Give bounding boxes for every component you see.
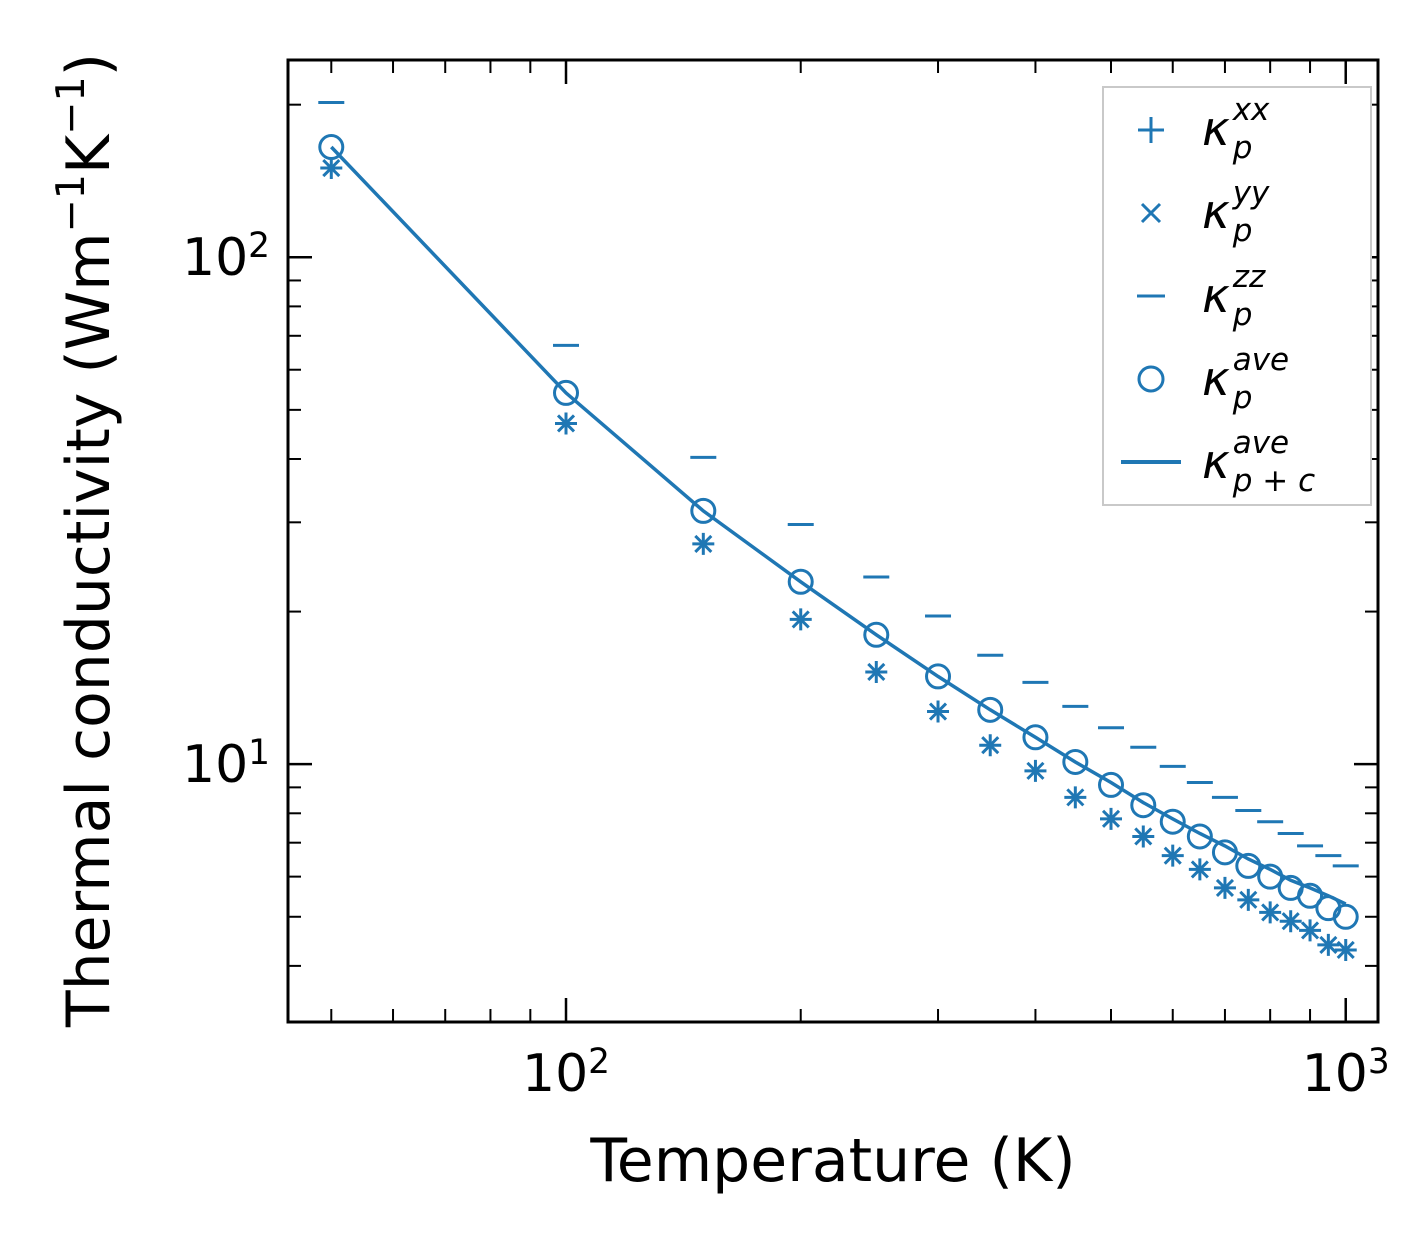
kappa-symbol: κ <box>1202 434 1230 490</box>
x-marker-icon <box>1140 202 1162 223</box>
supsub: ave p <box>1232 341 1290 416</box>
supsub: yy p <box>1233 178 1270 247</box>
legend-label-kappa_p_xx: κ xx p <box>1202 95 1269 164</box>
supsub: zz p <box>1232 258 1266 333</box>
subscript: p <box>1232 379 1253 416</box>
legend-label-kappa_p_plus_c_ave: κ ave p + c <box>1202 424 1316 499</box>
plot-border <box>286 58 1380 1024</box>
kappa-symbol: κ <box>1202 185 1230 241</box>
x-tick-label: 103 <box>1301 1042 1390 1104</box>
subscript: p <box>1232 296 1253 333</box>
y-axis-label: Thermal conductivity (Wm−1K−1) <box>48 52 124 1028</box>
legend-item-kappa_p_plus_c_ave: κ ave p + c <box>1104 421 1370 504</box>
legend-label-kappa_p_zz: κ zz p <box>1202 258 1266 333</box>
legend-item-kappa_p_xx: κ xx p <box>1104 88 1370 171</box>
legend-label-kappa_p_yy: κ yy p <box>1202 178 1269 247</box>
kappa-symbol: κ <box>1202 351 1230 407</box>
legend-item-kappa_p_ave: κ ave p <box>1104 338 1370 421</box>
plus-marker-icon <box>1138 116 1164 143</box>
legend-item-kappa_p_zz: κ zz p <box>1104 254 1370 337</box>
kappa-symbol: κ <box>1202 268 1230 324</box>
axis-ticks <box>288 60 1378 1022</box>
subscript: p <box>1232 130 1253 167</box>
supsub: xx p <box>1233 95 1270 164</box>
y-tick-label: 101 <box>181 733 270 796</box>
superscript: ave <box>1232 424 1290 461</box>
legend-item-kappa_p_yy: κ yy p <box>1104 171 1370 254</box>
superscript: −1 <box>48 174 95 233</box>
subscript: p + c <box>1232 462 1316 499</box>
series-kappa_p_plus_c_ave <box>330 145 1347 906</box>
series-kappa_p_yy <box>322 158 1355 960</box>
y-tick-label: 102 <box>181 226 270 289</box>
legend-label-kappa_p_ave: κ ave p <box>1202 341 1290 416</box>
superscript: zz <box>1232 258 1266 295</box>
x-tick-label: 102 <box>521 1042 611 1104</box>
circle-marker-icon <box>1137 365 1165 393</box>
superscript: ave <box>1232 341 1290 378</box>
superscript: −1 <box>48 76 95 135</box>
series-kappa_p_zz <box>318 100 1359 868</box>
subscript: p <box>1232 213 1253 250</box>
supsub: ave p + c <box>1232 424 1316 499</box>
line-marker-icon <box>1121 460 1181 465</box>
hline-marker-icon <box>1137 294 1165 298</box>
legend: κ xx p κ yy p κ zz p κ ave p κ ave p + c <box>1102 86 1372 506</box>
superscript: yy <box>1232 175 1270 212</box>
kappa-symbol: κ <box>1202 102 1230 158</box>
superscript: xx <box>1232 92 1270 129</box>
x-axis-label: Temperature (K) <box>590 1126 1076 1196</box>
series-kappa_p_ave <box>318 134 1359 930</box>
